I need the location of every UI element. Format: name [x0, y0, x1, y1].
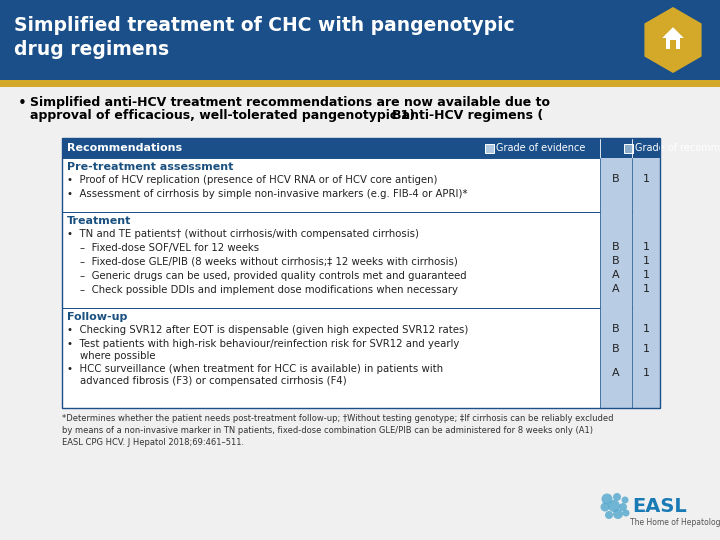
Circle shape — [623, 510, 629, 516]
Text: 1: 1 — [642, 174, 649, 184]
Text: EASL: EASL — [632, 496, 687, 516]
Text: 1: 1 — [642, 242, 649, 252]
Text: A: A — [612, 270, 620, 280]
Bar — [62, 308, 660, 408]
Text: Grade of recommendation: Grade of recommendation — [635, 143, 720, 153]
Bar — [62, 138, 660, 158]
Text: –  Fixed-dose GLE/PIB (8 weeks without cirrhosis;‡ 12 weeks with cirrhosis): – Fixed-dose GLE/PIB (8 weeks without ci… — [67, 257, 458, 267]
Circle shape — [600, 503, 610, 511]
Text: Grade of evidence: Grade of evidence — [496, 143, 585, 153]
Bar — [600, 158, 660, 212]
Text: Pre-treatment assessment: Pre-treatment assessment — [67, 162, 233, 172]
Text: 1: 1 — [642, 284, 649, 294]
Text: B: B — [612, 242, 620, 252]
Circle shape — [613, 493, 621, 501]
Bar — [0, 80, 720, 87]
Text: Follow-up: Follow-up — [67, 312, 127, 322]
Text: approval of efficacious, well-tolerated pangenotypic anti-HCV regimens (: approval of efficacious, well-tolerated … — [30, 109, 544, 122]
Text: 1: 1 — [642, 324, 649, 334]
Text: 1: 1 — [642, 343, 649, 354]
Circle shape — [601, 494, 613, 504]
Text: where possible: where possible — [67, 351, 156, 361]
Text: •  Proof of HCV replication (presence of HCV RNA or of HCV core antigen): • Proof of HCV replication (presence of … — [67, 175, 438, 185]
Text: The Home of Hepatology: The Home of Hepatology — [630, 518, 720, 527]
Polygon shape — [662, 27, 684, 38]
Text: Simplified anti-HCV treatment recommendations are now available due to: Simplified anti-HCV treatment recommenda… — [30, 96, 550, 109]
Text: •: • — [18, 96, 27, 111]
Text: •  TN and TE patients† (without cirrhosis/with compensated cirrhosis): • TN and TE patients† (without cirrhosis… — [67, 229, 419, 239]
Text: *Determines whether the patient needs post-treatment follow-up; †Without testing: *Determines whether the patient needs po… — [62, 414, 613, 447]
Circle shape — [619, 503, 627, 511]
Bar — [485, 144, 494, 153]
Text: 1: 1 — [642, 270, 649, 280]
Text: Treatment: Treatment — [67, 216, 131, 226]
Text: advanced fibrosis (F3) or compensated cirrhosis (F4): advanced fibrosis (F3) or compensated ci… — [67, 376, 347, 386]
Bar — [62, 138, 660, 408]
Circle shape — [605, 511, 613, 519]
Bar — [600, 212, 660, 308]
Polygon shape — [666, 38, 680, 49]
Text: •  Test patients with high-risk behaviour/reinfection risk for SVR12 and yearly: • Test patients with high-risk behaviour… — [67, 339, 459, 349]
Text: •  HCC surveillance (when treatment for HCC is available) in patients with: • HCC surveillance (when treatment for H… — [67, 364, 443, 374]
Text: Simplified treatment of CHC with pangenotypic
drug regimens: Simplified treatment of CHC with pangeno… — [14, 16, 515, 59]
Text: B: B — [612, 174, 620, 184]
Text: B: B — [612, 343, 620, 354]
Text: –  Generic drugs can be used, provided quality controls met and guaranteed: – Generic drugs can be used, provided qu… — [67, 271, 467, 281]
Text: B: B — [612, 324, 620, 334]
Circle shape — [613, 509, 623, 519]
Text: 1: 1 — [642, 368, 649, 379]
Text: A: A — [612, 368, 620, 379]
Bar — [62, 158, 660, 212]
Text: 1: 1 — [642, 256, 649, 266]
Polygon shape — [644, 7, 701, 73]
Text: B1): B1) — [392, 109, 415, 122]
Text: •  Checking SVR12 after EOT is dispensable (given high expected SVR12 rates): • Checking SVR12 after EOT is dispensabl… — [67, 325, 469, 335]
Circle shape — [621, 496, 629, 503]
Text: B: B — [612, 256, 620, 266]
Circle shape — [608, 500, 620, 512]
Bar — [600, 308, 660, 408]
Text: •  Assessment of cirrhosis by simple non-invasive markers (e.g. FIB-4 or APRI)*: • Assessment of cirrhosis by simple non-… — [67, 189, 467, 199]
Text: –  Check possible DDIs and implement dose modifications when necessary: – Check possible DDIs and implement dose… — [67, 285, 458, 295]
Bar — [624, 144, 633, 153]
Bar — [62, 212, 660, 308]
Bar — [0, 0, 720, 80]
Polygon shape — [670, 40, 675, 49]
Text: Recommendations: Recommendations — [67, 143, 182, 153]
Text: –  Fixed-dose SOF/VEL for 12 weeks: – Fixed-dose SOF/VEL for 12 weeks — [67, 243, 259, 253]
Text: A: A — [612, 284, 620, 294]
